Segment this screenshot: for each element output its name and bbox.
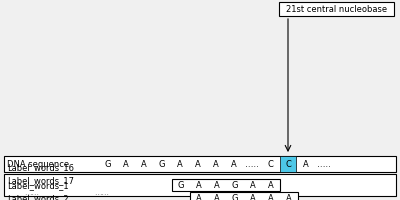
Bar bbox=[280, 156, 296, 172]
Text: 21st central nucleobase: 21st central nucleobase bbox=[286, 5, 387, 14]
Text: A: A bbox=[214, 180, 220, 189]
Text: A: A bbox=[268, 193, 274, 200]
Text: A: A bbox=[214, 193, 220, 200]
Text: C: C bbox=[285, 160, 291, 169]
Text: Label_words_17: Label_words_17 bbox=[7, 176, 74, 185]
Text: G: G bbox=[232, 193, 238, 200]
Text: A: A bbox=[250, 193, 256, 200]
Text: A: A bbox=[213, 160, 219, 169]
Text: A: A bbox=[303, 160, 309, 169]
Text: Label_words_16: Label_words_16 bbox=[7, 163, 74, 172]
Text: A: A bbox=[195, 160, 201, 169]
Bar bbox=[190, 192, 298, 200]
Text: A: A bbox=[286, 193, 292, 200]
Bar bbox=[4, 156, 396, 172]
Text: Label_words_1: Label_words_1 bbox=[7, 180, 69, 189]
Text: DNA sequence: DNA sequence bbox=[7, 160, 69, 169]
Text: …..: ….. bbox=[317, 160, 331, 169]
Bar bbox=[279, 3, 394, 17]
Text: A: A bbox=[123, 160, 129, 169]
Text: ……: …… bbox=[24, 188, 39, 197]
Text: A: A bbox=[231, 160, 237, 169]
Text: A: A bbox=[250, 180, 256, 189]
Text: A: A bbox=[196, 180, 202, 189]
Text: A: A bbox=[268, 180, 274, 189]
Text: …..: ….. bbox=[245, 160, 259, 169]
Text: C: C bbox=[267, 160, 273, 169]
Text: Label_words_2: Label_words_2 bbox=[7, 193, 69, 200]
Bar bbox=[172, 179, 280, 191]
Text: G: G bbox=[105, 160, 111, 169]
Text: G: G bbox=[178, 180, 184, 189]
Text: G: G bbox=[232, 180, 238, 189]
Text: A: A bbox=[141, 160, 147, 169]
Text: A: A bbox=[196, 193, 202, 200]
Text: ……: …… bbox=[94, 188, 109, 197]
Text: G: G bbox=[159, 160, 165, 169]
Text: A: A bbox=[177, 160, 183, 169]
Bar bbox=[4, 174, 396, 196]
